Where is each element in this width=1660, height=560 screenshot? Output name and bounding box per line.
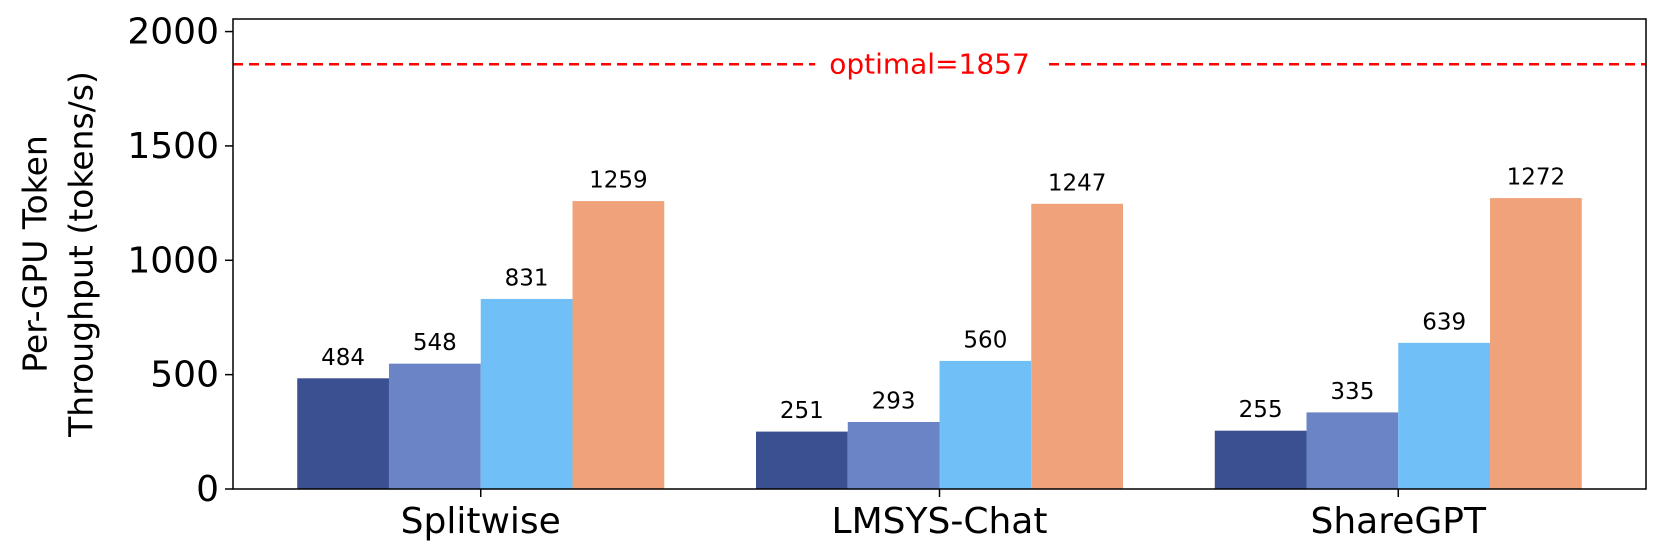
reference-label: optimal=1857	[829, 47, 1030, 80]
value-label: 831	[505, 265, 549, 291]
bar	[1214, 430, 1307, 489]
value-label: 1259	[589, 168, 648, 194]
value-label: 484	[321, 345, 365, 371]
bar	[480, 298, 573, 489]
plot-frame	[232, 18, 1647, 490]
x-tick-label: Splitwise	[401, 501, 561, 542]
value-label: 560	[963, 327, 1007, 353]
y-axis-label: Throughput (tokens/s)	[62, 71, 101, 438]
x-tick-label: LMSYS-Chat	[832, 501, 1048, 542]
bar	[1490, 198, 1582, 489]
value-label: 255	[1239, 397, 1283, 423]
y-tick-label: 500	[150, 355, 219, 396]
value-label: 548	[413, 330, 457, 356]
value-label: 1247	[1048, 170, 1107, 196]
annotation-background	[815, 47, 1044, 81]
bar	[572, 201, 665, 489]
value-label: 293	[872, 388, 916, 414]
bar	[1306, 412, 1399, 489]
value-label: 639	[1422, 309, 1466, 335]
y-axis-label: Per-GPU Token	[16, 135, 55, 373]
value-label: 335	[1330, 379, 1374, 405]
bar	[388, 363, 481, 489]
bar	[1031, 203, 1124, 490]
bar	[939, 360, 1032, 489]
value-label: 1272	[1507, 165, 1566, 191]
bar	[847, 421, 940, 489]
value-label: 251	[780, 398, 824, 424]
y-tick-label: 1000	[127, 240, 219, 281]
bar	[297, 378, 389, 489]
bar	[755, 431, 848, 489]
y-tick-label: 0	[196, 469, 219, 510]
bar	[1398, 342, 1491, 489]
x-tick-label: ShareGPT	[1311, 501, 1487, 542]
y-tick-label: 2000	[127, 12, 219, 53]
y-tick-label: 1500	[127, 126, 219, 167]
